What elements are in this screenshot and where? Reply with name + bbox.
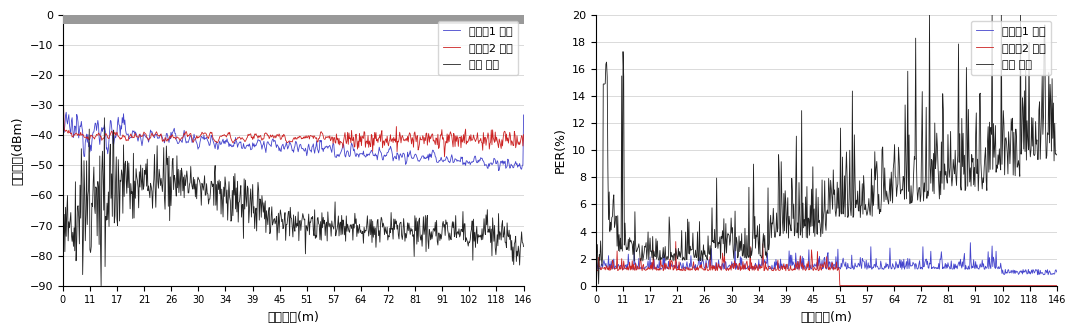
- Line: 샤크 송신: 샤크 송신: [596, 15, 1057, 284]
- 다이폴1 송신: [415, 156, 428, 160]
- 다이폴1 송신: [702, 259, 715, 263]
- 다이폴1 송신: [719, 260, 732, 264]
- 다이폴2 송신: [517, 133, 530, 137]
- Bar: [62, 15, 523, 24]
- 샤크 송신: [592, 282, 605, 286]
- 다이폴1 송신: [589, 262, 602, 266]
- 다이폴2 송신: [1050, 284, 1063, 288]
- 다이폴1 송신: [1037, 273, 1050, 277]
- 샤크 송신: [950, 174, 963, 178]
- Legend: 다이폴1 송신, 다이폴2 송신, 샤크 송신: 다이폴1 송신, 다이폴2 송신, 샤크 송신: [970, 21, 1051, 75]
- 다이폴2 송신: [669, 240, 682, 244]
- 샤크 송신: [1006, 116, 1019, 120]
- 다이폴1 송신: [892, 266, 905, 270]
- Line: 샤크 송신: 샤크 송신: [62, 118, 523, 286]
- 샤크 송신: [95, 284, 108, 288]
- 다이폴1 송신: [964, 241, 977, 245]
- Y-axis label: PER(%): PER(%): [554, 127, 567, 173]
- 다이폴2 송신: [202, 137, 215, 141]
- 샤크 송신: [361, 223, 374, 227]
- Line: 다이폴1 송신: 다이폴1 송신: [62, 90, 523, 171]
- 다이폴2 송신: [1006, 284, 1019, 288]
- 다이폴2 송신: [834, 284, 847, 288]
- 다이폴1 송신: [56, 88, 69, 92]
- 샤크 송신: [589, 248, 602, 252]
- 샤크 송신: [703, 252, 716, 256]
- 샤크 송신: [473, 233, 486, 238]
- Line: 다이폴1 송신: 다이폴1 송신: [596, 243, 1057, 275]
- 다이폴1 송신: [1006, 271, 1019, 275]
- 샤크 송신: [923, 13, 936, 17]
- 샤크 송신: [1050, 153, 1063, 157]
- 다이폴2 송신: [589, 268, 602, 272]
- Bar: [596, 286, 1057, 292]
- 샤크 송신: [417, 231, 430, 235]
- 다이폴2 송신: [56, 81, 69, 85]
- Legend: 다이폴1 송신, 다이폴2 송신, 샤크 송신: 다이폴1 송신, 다이폴2 송신, 샤크 송신: [437, 21, 518, 75]
- 샤크 송신: [187, 187, 200, 191]
- 다이폴1 송신: [736, 256, 749, 260]
- Line: 다이폴2 송신: 다이폴2 송신: [596, 242, 1057, 286]
- 샤크 송신: [721, 251, 733, 255]
- 샤크 송신: [204, 197, 216, 201]
- 다이폴2 송신: [438, 155, 451, 159]
- 다이폴1 송신: [169, 132, 182, 136]
- 다이폴1 송신: [948, 267, 961, 271]
- 다이폴1 송신: [492, 169, 505, 173]
- 다이폴1 송신: [1050, 270, 1063, 274]
- 다이폴1 송신: [517, 113, 530, 117]
- 다이폴2 송신: [359, 145, 372, 149]
- Y-axis label: 수신세기(dBm): 수신세기(dBm): [11, 116, 24, 185]
- 샤크 송신: [736, 254, 749, 258]
- 다이폴1 송신: [472, 158, 485, 162]
- 다이폴2 송신: [169, 137, 182, 141]
- 샤크 송신: [893, 158, 906, 162]
- Line: 다이폴2 송신: 다이폴2 송신: [62, 83, 523, 157]
- 다이폴2 송신: [415, 137, 428, 141]
- 샤크 송신: [56, 226, 69, 230]
- 다이폴1 송신: [359, 155, 372, 159]
- X-axis label: 통신거리(m): 통신거리(m): [800, 311, 852, 324]
- 샤크 송신: [517, 245, 530, 249]
- 다이폴2 송신: [186, 139, 199, 143]
- 다이폴2 송신: [473, 141, 486, 145]
- X-axis label: 통신거리(m): 통신거리(m): [267, 311, 319, 324]
- 다이폴2 송신: [894, 284, 907, 288]
- 다이폴1 송신: [202, 141, 215, 145]
- 다이폴2 송신: [703, 268, 716, 272]
- 샤크 송신: [98, 116, 111, 120]
- 다이폴2 송신: [736, 267, 749, 271]
- 샤크 송신: [170, 154, 183, 158]
- 다이폴1 송신: [186, 140, 199, 144]
- 다이폴2 송신: [950, 284, 963, 288]
- 다이폴2 송신: [721, 269, 733, 273]
